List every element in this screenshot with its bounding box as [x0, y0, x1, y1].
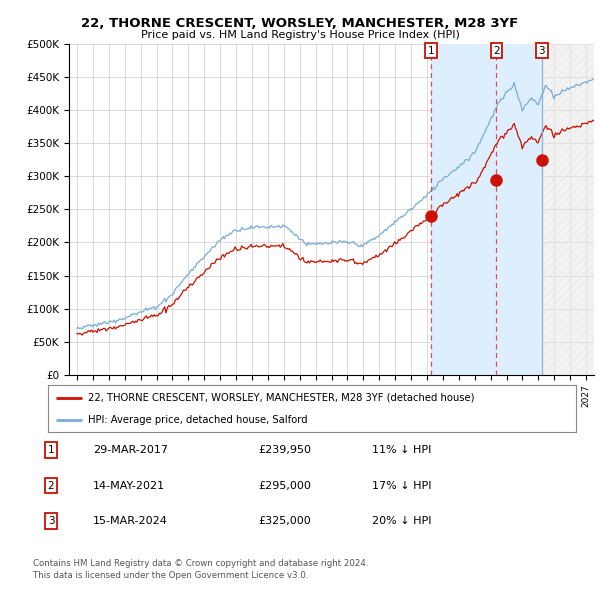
Text: £239,950: £239,950 — [258, 445, 311, 455]
Bar — [542, 44, 594, 375]
Text: 14-MAY-2021: 14-MAY-2021 — [93, 481, 165, 490]
Text: 1: 1 — [427, 46, 434, 56]
Text: 1: 1 — [47, 445, 55, 455]
Text: Price paid vs. HM Land Registry's House Price Index (HPI): Price paid vs. HM Land Registry's House … — [140, 30, 460, 40]
Text: 3: 3 — [47, 516, 55, 526]
Text: 20% ↓ HPI: 20% ↓ HPI — [372, 516, 431, 526]
Text: 2: 2 — [47, 481, 55, 490]
Text: 2: 2 — [493, 46, 500, 56]
Text: 3: 3 — [538, 46, 545, 56]
Text: £295,000: £295,000 — [258, 481, 311, 490]
Text: 22, THORNE CRESCENT, WORSLEY, MANCHESTER, M28 3YF: 22, THORNE CRESCENT, WORSLEY, MANCHESTER… — [82, 17, 518, 30]
Text: £325,000: £325,000 — [258, 516, 311, 526]
Text: 11% ↓ HPI: 11% ↓ HPI — [372, 445, 431, 455]
Text: 17% ↓ HPI: 17% ↓ HPI — [372, 481, 431, 490]
Bar — [431, 44, 542, 375]
Text: HPI: Average price, detached house, Salford: HPI: Average price, detached house, Salf… — [88, 415, 307, 425]
Text: 15-MAR-2024: 15-MAR-2024 — [93, 516, 168, 526]
Text: 22, THORNE CRESCENT, WORSLEY, MANCHESTER, M28 3YF (detached house): 22, THORNE CRESCENT, WORSLEY, MANCHESTER… — [88, 393, 474, 403]
Text: 29-MAR-2017: 29-MAR-2017 — [93, 445, 168, 455]
Text: This data is licensed under the Open Government Licence v3.0.: This data is licensed under the Open Gov… — [33, 571, 308, 580]
Text: Contains HM Land Registry data © Crown copyright and database right 2024.: Contains HM Land Registry data © Crown c… — [33, 559, 368, 568]
